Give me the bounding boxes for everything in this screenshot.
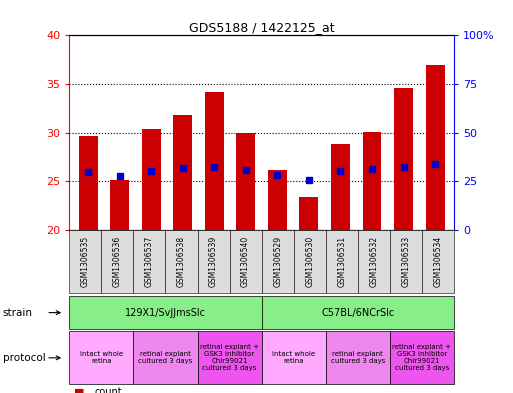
Bar <box>363 132 382 230</box>
Text: intact whole
retina: intact whole retina <box>80 351 123 364</box>
Title: GDS5188 / 1422125_at: GDS5188 / 1422125_at <box>189 21 334 34</box>
Bar <box>300 197 319 230</box>
Text: GSM1306529: GSM1306529 <box>273 236 282 287</box>
Text: GSM1306531: GSM1306531 <box>337 236 346 287</box>
Bar <box>110 180 129 230</box>
Text: GSM1306540: GSM1306540 <box>241 236 250 287</box>
Bar <box>205 92 224 230</box>
Bar <box>394 88 413 230</box>
Text: retinal explant
cultured 3 days: retinal explant cultured 3 days <box>331 351 385 364</box>
Text: ■: ■ <box>74 387 85 393</box>
Text: retinal explant +
GSK3 inhibitor
Chir99021
cultured 3 days: retinal explant + GSK3 inhibitor Chir990… <box>200 344 259 371</box>
Bar <box>173 115 192 230</box>
Text: 129X1/SvJJmsSlc: 129X1/SvJJmsSlc <box>125 308 206 318</box>
Bar <box>268 170 287 230</box>
Text: GSM1306535: GSM1306535 <box>81 236 90 287</box>
Bar <box>331 144 350 230</box>
Text: GSM1306537: GSM1306537 <box>145 236 154 287</box>
Bar <box>78 136 97 230</box>
Text: intact whole
retina: intact whole retina <box>272 351 315 364</box>
Bar <box>426 64 445 230</box>
Text: GSM1306539: GSM1306539 <box>209 236 218 287</box>
Text: strain: strain <box>3 308 32 318</box>
Text: retinal explant
cultured 3 days: retinal explant cultured 3 days <box>139 351 192 364</box>
Text: GSM1306530: GSM1306530 <box>305 236 314 287</box>
Text: C57BL/6NCrSlc: C57BL/6NCrSlc <box>321 308 394 318</box>
Bar <box>236 132 255 230</box>
Text: GSM1306538: GSM1306538 <box>177 236 186 287</box>
Text: GSM1306532: GSM1306532 <box>369 236 379 287</box>
Bar <box>142 129 161 230</box>
Text: protocol: protocol <box>3 353 45 363</box>
Text: retinal explant +
GSK3 inhibitor
Chir99021
cultured 3 days: retinal explant + GSK3 inhibitor Chir990… <box>392 344 451 371</box>
Text: GSM1306534: GSM1306534 <box>433 236 443 287</box>
Text: count: count <box>95 387 123 393</box>
Text: GSM1306533: GSM1306533 <box>401 236 410 287</box>
Text: GSM1306536: GSM1306536 <box>113 236 122 287</box>
